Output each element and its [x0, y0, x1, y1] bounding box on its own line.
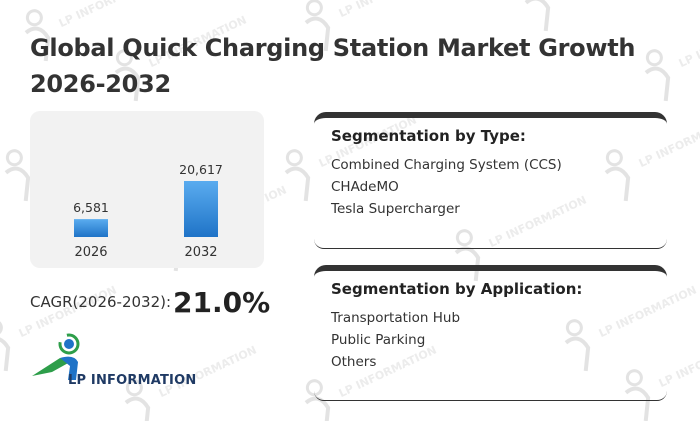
page-title: Global Quick Charging Station Market Gro… — [30, 34, 636, 98]
logo-icon — [32, 333, 80, 380]
bar-2032 — [184, 181, 218, 237]
list-item: Combined Charging System (CCS) — [331, 157, 562, 173]
list-item: Public Parking — [331, 332, 426, 348]
bar-value-label: 6,581 — [73, 200, 109, 215]
category-label: 2032 — [184, 245, 217, 260]
watermark-text: LP INFORMATION — [677, 13, 700, 70]
bar-2026 — [74, 219, 108, 237]
segmentation-application-list: Transportation Hub Public Parking Others — [331, 307, 667, 373]
watermark-text: LP INFORMATION — [337, 0, 439, 20]
chart-panel: 6,581 2026 20,617 2032 — [30, 111, 264, 268]
watermark: LP INFORMATION — [516, 0, 659, 36]
segmentation-by-type-card: Segmentation by Type: Combined Charging … — [314, 112, 667, 249]
list-item: CHAdeMO — [331, 179, 399, 195]
list-item: Tesla Supercharger — [331, 201, 460, 217]
list-item: Others — [331, 354, 377, 370]
cagr-label: CAGR(2026-2032): — [30, 293, 172, 311]
list-item: Transportation Hub — [331, 310, 461, 326]
segmentation-by-application-card: Segmentation by Application: Transportat… — [314, 265, 667, 401]
segmentation-type-list: Combined Charging System (CCS) CHAdeMO T… — [331, 154, 667, 220]
category-label: 2026 — [74, 245, 107, 260]
segmentation-type-title: Segmentation by Type: — [331, 127, 526, 145]
watermark-text: LP INFORMATION — [57, 0, 159, 30]
cagr-value: 21.0% — [173, 285, 271, 319]
bar-chart: 6,581 2026 20,617 2032 — [73, 162, 223, 260]
segmentation-application-title: Segmentation by Application: — [331, 280, 583, 298]
lp-information-logo: LP INFORMATION — [30, 332, 200, 392]
logo-text: LP INFORMATION — [68, 373, 197, 388]
bar-value-label: 20,617 — [179, 162, 223, 177]
cagr: CAGR(2026-2032): 21.0% — [30, 282, 270, 322]
